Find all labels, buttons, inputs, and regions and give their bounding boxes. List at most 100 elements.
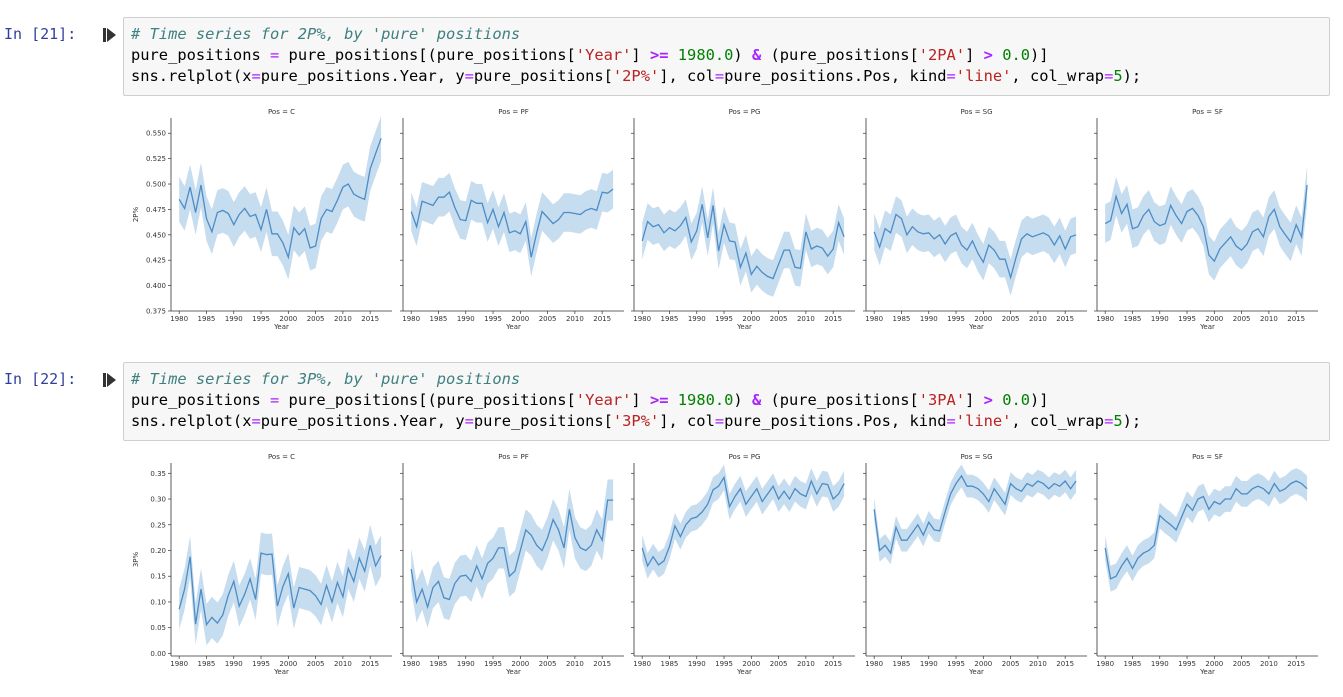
code-token: 'Year' — [575, 46, 632, 64]
code-token — [993, 46, 1002, 64]
series-line — [178, 138, 382, 260]
code-token: = — [1104, 412, 1114, 430]
code-token: ] — [631, 46, 650, 64]
code-token: = — [251, 412, 261, 430]
x-tick-label: 1980 — [170, 315, 188, 323]
code-token: sns.relplot(x — [131, 67, 252, 85]
x-tick-label: 1990 — [457, 315, 475, 323]
x-tick-label: 1995 — [715, 315, 733, 323]
code-token: ] — [631, 391, 650, 409]
code-token: 'line' — [955, 412, 1012, 430]
code-token: 1980.0 — [677, 46, 734, 64]
run-cell-icon[interactable] — [103, 372, 117, 388]
x-tick-label: 1990 — [1151, 660, 1169, 668]
y-tick-label: 0.550 — [146, 130, 166, 138]
y-tick-label: 0.425 — [146, 257, 166, 265]
facet-panel: Pos = C 1980 1985 1990 1995 2000 2005 2010 2015 Y… — [132, 108, 392, 331]
x-tick-label: 1995 — [484, 315, 502, 323]
x-axis-label: Year — [505, 323, 521, 331]
x-tick-label: 1980 — [402, 660, 420, 668]
code-token: sns.relplot(x — [131, 412, 252, 430]
x-tick-label: 2010 — [1029, 660, 1047, 668]
x-tick-label: 2000 — [279, 660, 297, 668]
code-token: pure_positions.Pos, kind — [724, 67, 947, 85]
x-tick-label: 2015 — [361, 315, 379, 323]
confidence-band — [411, 479, 614, 628]
series-line — [641, 475, 845, 568]
series-line — [873, 213, 1077, 280]
x-tick-label: 2015 — [361, 660, 379, 668]
x-tick-label: 1980 — [865, 315, 883, 323]
facet-panel: Pos = SG 1980 1985 1990 1995 2000 2005 2010 2015… — [863, 453, 1087, 676]
facet-panel: Pos = SF 1980 1985 1990 1995 2000 2005 2010 2015… — [1094, 453, 1318, 676]
x-axis-label: Year — [505, 668, 521, 676]
x-tick-label: 2010 — [797, 315, 815, 323]
code-token — [669, 46, 678, 64]
x-tick-label: 2010 — [566, 660, 584, 668]
x-tick-label: 1980 — [402, 315, 420, 323]
y-tick-label: 0.25 — [150, 521, 166, 529]
output-figure-2p-percent: Pos = C 1980 1985 1990 1995 2000 2005 2010 2015 Y… — [132, 108, 1318, 331]
x-tick-label: 2015 — [1287, 315, 1305, 323]
code-line: sns.relplot(x=pure_positions.Year, y=pur… — [131, 411, 1329, 432]
y-tick-label: 0.400 — [146, 282, 166, 290]
facet-title: Pos = PF — [498, 453, 528, 461]
confidence-band — [179, 524, 382, 646]
series-line — [1104, 184, 1308, 263]
x-axis-label: Year — [736, 668, 752, 676]
code-token: = — [464, 67, 474, 85]
code-token: # Time series for 2P%, by 'pure' positio… — [131, 25, 521, 43]
facet-panel: Pos = SF 1980 1985 1990 1995 2000 2005 2010 2015… — [1094, 108, 1318, 331]
x-tick-label: 2015 — [1287, 660, 1305, 668]
x-tick-label: 2010 — [334, 315, 352, 323]
x-tick-label: 1985 — [198, 660, 216, 668]
facet-panel: Pos = PG 1980 1985 1990 1995 2000 2005 2010 2015… — [631, 453, 855, 676]
x-tick-label: 2010 — [1260, 660, 1278, 668]
y-tick-label: 0.500 — [146, 181, 166, 189]
x-tick-label: 2005 — [770, 660, 788, 668]
code-token: = — [714, 412, 725, 430]
code-token: 5 — [1113, 412, 1123, 430]
code-editor[interactable]: # Time series for 3P%, by 'pure' positio… — [123, 362, 1330, 441]
x-tick-label: 1995 — [252, 660, 270, 668]
confidence-band — [179, 116, 382, 280]
x-tick-label: 1985 — [1124, 315, 1142, 323]
y-tick-label: 0.525 — [146, 155, 166, 163]
code-token: (pure_positions[ — [761, 391, 919, 409]
run-cell-icon[interactable] — [103, 27, 117, 43]
x-tick-label: 2015 — [824, 315, 842, 323]
x-tick-label: 1985 — [893, 315, 911, 323]
x-tick-label: 1990 — [1151, 315, 1169, 323]
x-axis-label: Year — [1199, 668, 1215, 676]
code-token: = — [714, 67, 725, 85]
x-tick-label: 1995 — [252, 315, 270, 323]
code-token: pure_positions — [131, 391, 270, 409]
series-line — [410, 499, 614, 610]
code-editor[interactable]: # Time series for 2P%, by 'pure' positio… — [123, 17, 1330, 96]
y-tick-label: 0.35 — [150, 470, 166, 478]
code-token: ] — [965, 46, 984, 64]
x-tick-label: 1990 — [920, 660, 938, 668]
x-tick-label: 1980 — [633, 660, 651, 668]
x-axis-label: Year — [273, 668, 289, 676]
x-tick-label: 1985 — [1124, 660, 1142, 668]
confidence-band — [411, 169, 614, 277]
y-tick-label: 0.30 — [150, 496, 166, 504]
y-tick-label: 0.10 — [150, 598, 166, 606]
code-token: 5 — [1113, 67, 1123, 85]
x-tick-label: 2005 — [1002, 315, 1020, 323]
y-axis-label: 2P% — [132, 206, 140, 222]
facet-panel: Pos = C 1980 1985 1990 1995 2000 2005 2010 2015 Y… — [132, 453, 392, 676]
code-token: # Time series for 3P%, by 'pure' positio… — [131, 370, 521, 388]
output-figure-3p-percent: Pos = C 1980 1985 1990 1995 2000 2005 2010 2015 Y… — [132, 453, 1318, 676]
x-tick-label: 1980 — [1096, 660, 1114, 668]
code-token: '3PA' — [918, 391, 966, 409]
confidence-band — [1105, 468, 1308, 592]
x-tick-label: 1990 — [920, 315, 938, 323]
x-tick-label: 1995 — [715, 660, 733, 668]
y-tick-label: 0.15 — [150, 573, 166, 581]
x-tick-label: 2015 — [824, 660, 842, 668]
input-prompt: In [21]: — [4, 25, 77, 43]
x-tick-label: 1990 — [225, 660, 243, 668]
code-token: ] — [965, 391, 984, 409]
